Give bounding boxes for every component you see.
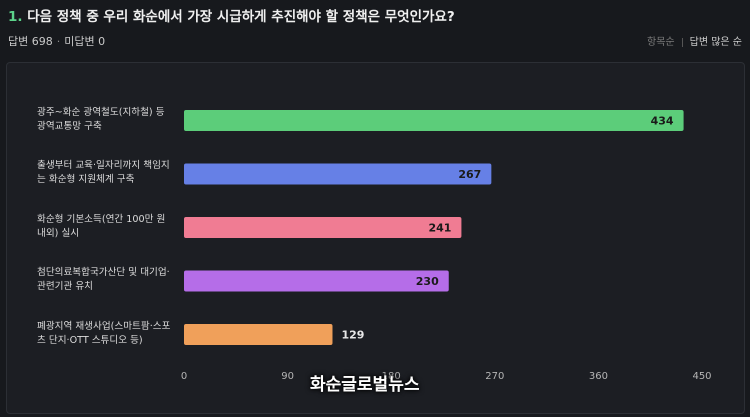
category-label-line: 츠 단지·OTT 스튜디오 등) bbox=[37, 334, 143, 346]
bar-value-label: 230 bbox=[416, 275, 439, 288]
sort-divider bbox=[681, 37, 683, 47]
category-label-line: 화순형 기본소득(연간 100만 원 bbox=[37, 213, 166, 225]
category-label-line: 폐광지역 재생사업(스마트팜·스포 bbox=[37, 320, 171, 332]
bar-value-label: 129 bbox=[341, 329, 364, 342]
bar-value-label: 267 bbox=[458, 168, 481, 181]
category-label: 첨단의료복합국가산단 및 대기업· 관련기관 유치 bbox=[37, 266, 177, 294]
bar-3 bbox=[184, 217, 462, 238]
sort-options: 항목순 답변 많은 순 bbox=[647, 33, 742, 48]
separator-dot: · bbox=[56, 35, 61, 48]
answered-count: 답변 698 bbox=[8, 35, 53, 48]
question-text: 다음 정책 중 우리 화순에서 가장 시급하게 추진해야 할 정책은 무엇인가요… bbox=[27, 9, 455, 25]
bar-value-label: 241 bbox=[428, 222, 451, 235]
x-tick-label: 450 bbox=[692, 371, 711, 382]
x-tick-label: 180 bbox=[382, 371, 401, 382]
category-label-line: 첨단의료복합국가산단 및 대기업· bbox=[37, 267, 170, 278]
x-tick-label: 360 bbox=[589, 371, 608, 382]
bar-1 bbox=[184, 110, 684, 131]
category-label-line: 는 화순형 지원체계 구축 bbox=[37, 174, 135, 185]
sort-by-item-button[interactable]: 항목순 bbox=[647, 37, 675, 48]
x-tick-label: 90 bbox=[281, 371, 294, 382]
watermark-text: 화순글로벌뉴스 bbox=[310, 375, 420, 395]
category-label-line: 광주~화순 광역철도(지하철) 등 bbox=[37, 106, 165, 118]
sort-by-count-button[interactable]: 답변 많은 순 bbox=[689, 37, 742, 48]
bar-chart: 434 267 241 230 129 0 90 180 270 360 450 bbox=[181, 110, 712, 382]
bar-value-label: 434 bbox=[651, 115, 674, 128]
unanswered-count: 미답변 0 bbox=[64, 35, 106, 48]
bar-5 bbox=[184, 324, 333, 345]
bar-4 bbox=[184, 270, 449, 292]
x-tick-label: 0 bbox=[181, 371, 187, 382]
question-number: 1. bbox=[8, 9, 23, 25]
category-label-line: 관련기관 유치 bbox=[37, 281, 94, 292]
x-tick-label: 270 bbox=[485, 371, 504, 382]
question-title: 1. 다음 정책 중 우리 화순에서 가장 시급하게 추진해야 할 정책은 무엇… bbox=[8, 5, 455, 25]
category-label-line: 광역교통망 구축 bbox=[37, 120, 102, 132]
category-label-line: 내외) 실시 bbox=[37, 227, 80, 239]
category-label-line: 출생부터 교육·일자리까지 책임지 bbox=[37, 160, 170, 171]
bar-2 bbox=[184, 163, 492, 185]
answer-stats: 답변 698 · 미답변 0 bbox=[8, 33, 105, 49]
